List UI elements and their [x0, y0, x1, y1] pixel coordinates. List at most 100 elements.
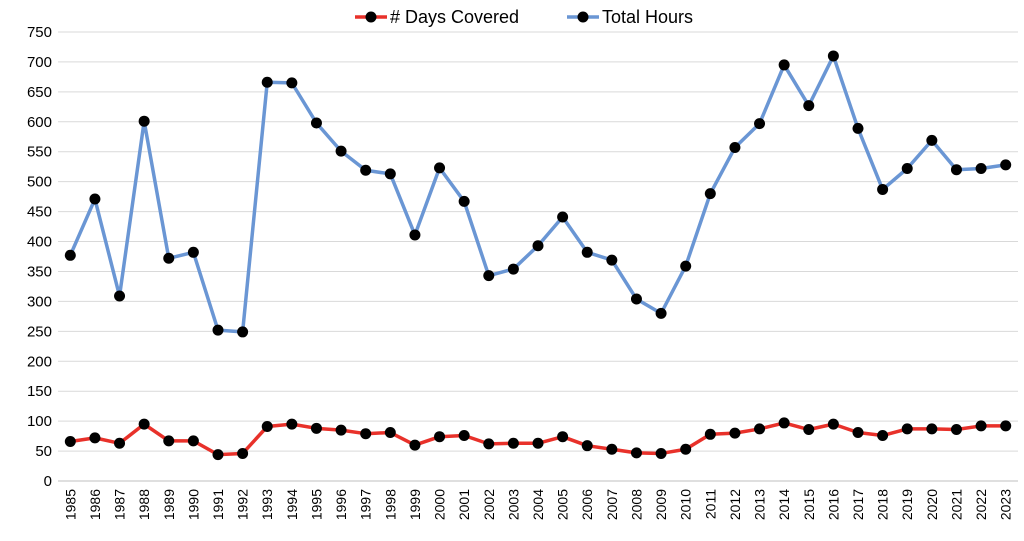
data-point — [114, 437, 126, 449]
data-point — [483, 438, 495, 450]
y-tick-label: 750 — [27, 24, 52, 41]
data-point — [483, 270, 495, 282]
x-tick-label: 1991 — [210, 489, 226, 520]
data-point — [409, 229, 421, 241]
x-tick-label: 2019 — [899, 489, 915, 520]
y-axis-ticks: 0 50 100 150 200 250 300 350 400 450 500 550 600 650 7… — [27, 24, 52, 490]
series-0 — [64, 417, 1012, 461]
data-point — [729, 427, 741, 439]
data-point — [434, 162, 446, 174]
data-point — [237, 447, 249, 459]
data-point — [606, 254, 618, 266]
data-point — [950, 424, 962, 436]
y-tick-label: 0 — [44, 473, 52, 490]
data-point — [360, 428, 372, 440]
data-point — [581, 246, 593, 258]
data-point — [1000, 159, 1012, 171]
data-point — [187, 435, 199, 447]
data-point — [237, 326, 249, 338]
legend-marker — [577, 11, 589, 23]
data-point — [384, 168, 396, 180]
data-point — [606, 443, 618, 455]
data-point — [778, 59, 790, 71]
data-point — [114, 290, 126, 302]
data-point — [163, 435, 175, 447]
data-point — [630, 293, 642, 305]
x-tick-label: 2017 — [850, 489, 866, 520]
data-point — [901, 423, 913, 435]
x-tick-label: 2011 — [702, 489, 718, 519]
data-point — [138, 115, 150, 127]
data-point — [778, 417, 790, 429]
y-tick-label: 500 — [27, 174, 52, 191]
x-tick-label: 2018 — [875, 489, 891, 520]
data-point — [1000, 420, 1012, 432]
x-tick-label: 2008 — [628, 489, 644, 520]
y-tick-label: 550 — [27, 144, 52, 161]
data-point — [532, 437, 544, 449]
x-tick-label: 2016 — [825, 489, 841, 520]
data-point — [852, 122, 864, 134]
x-tick-label: 1999 — [407, 489, 423, 520]
y-tick-label: 300 — [27, 293, 52, 310]
legend-marker — [365, 11, 377, 23]
legend-item: Total Hours — [567, 7, 693, 27]
x-tick-label: 1996 — [333, 489, 349, 520]
data-point — [754, 118, 766, 130]
x-tick-label: 2020 — [924, 489, 940, 520]
x-tick-label: 1989 — [161, 489, 177, 520]
data-point — [729, 142, 741, 154]
data-point — [335, 145, 347, 157]
x-tick-label: 2012 — [727, 489, 743, 520]
x-axis-ticks: 1985 1986 1987 1988 1989 1990 1991 1992 1993 1994… — [62, 489, 1013, 520]
data-point — [704, 188, 716, 200]
x-tick-label: 2022 — [973, 489, 989, 520]
x-tick-label: 2014 — [776, 489, 792, 520]
y-tick-label: 150 — [27, 383, 52, 400]
x-tick-label: 1986 — [87, 489, 103, 520]
x-tick-label: 1993 — [259, 489, 275, 520]
y-tick-label: 650 — [27, 84, 52, 101]
x-tick-label: 2015 — [801, 489, 817, 520]
data-point — [852, 427, 864, 439]
y-tick-label: 600 — [27, 114, 52, 131]
y-tick-label: 350 — [27, 263, 52, 280]
x-tick-label: 1988 — [136, 489, 152, 520]
legend-item: # Days Covered — [355, 7, 519, 27]
data-point — [975, 420, 987, 432]
data-point — [655, 307, 667, 319]
data-point — [507, 263, 519, 275]
data-point — [803, 100, 815, 112]
data-point — [409, 439, 421, 451]
data-point — [877, 183, 889, 195]
x-tick-label: 2009 — [653, 489, 669, 520]
data-point — [163, 252, 175, 264]
data-point — [532, 240, 544, 252]
x-tick-label: 1985 — [62, 489, 78, 520]
data-point — [64, 435, 76, 447]
data-point — [655, 447, 667, 459]
x-tick-label: 2010 — [678, 489, 694, 520]
x-tick-label: 1990 — [185, 489, 201, 520]
y-tick-label: 200 — [27, 353, 52, 370]
data-point — [950, 164, 962, 176]
y-tick-label: 100 — [27, 413, 52, 430]
x-tick-label: 2002 — [481, 489, 497, 520]
x-tick-label: 1997 — [358, 489, 374, 520]
data-point — [212, 324, 224, 336]
x-tick-label: 2003 — [505, 489, 521, 520]
data-point — [360, 164, 372, 176]
x-tick-label: 2005 — [555, 489, 571, 520]
x-tick-label: 1995 — [308, 489, 324, 520]
x-tick-label: 2006 — [579, 489, 595, 520]
x-tick-label: 2004 — [530, 489, 546, 520]
data-point — [89, 432, 101, 444]
y-tick-label: 250 — [27, 323, 52, 340]
data-point — [901, 162, 913, 174]
data-point — [458, 195, 470, 207]
data-point — [212, 449, 224, 461]
x-tick-label: 2013 — [752, 489, 768, 520]
series-lines — [64, 50, 1012, 461]
